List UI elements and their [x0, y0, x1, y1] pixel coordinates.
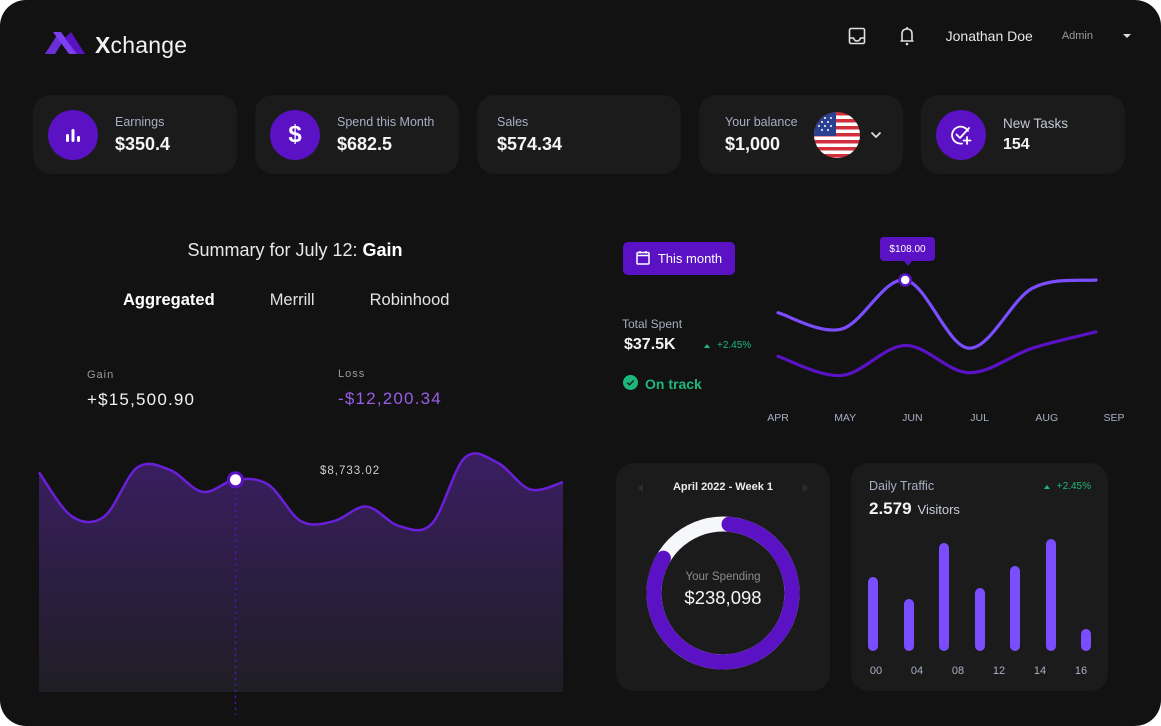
donut-spent-segment: [646, 516, 800, 670]
stat-value: $574.34: [497, 133, 563, 154]
prev-week-icon[interactable]: [638, 484, 643, 492]
stat-card-balance[interactable]: Your balance $1,000: [699, 95, 903, 174]
traffic-bar[interactable]: [1081, 628, 1091, 651]
account-tabs: Aggregated Merrill Robinhood: [123, 291, 449, 310]
spending-donut-chart: [646, 516, 800, 670]
user-menu-dropdown-icon[interactable]: [1123, 34, 1131, 38]
stat-label: Your balance: [725, 114, 798, 129]
stat-label: Earnings: [115, 114, 165, 129]
traffic-bar[interactable]: [974, 588, 985, 651]
status-on-track: On track: [623, 375, 702, 393]
traffic-bar[interactable]: [903, 599, 914, 651]
x-tick-label: JUN: [902, 412, 923, 424]
stat-label: Sales: [497, 114, 529, 129]
gain-value: +$15,500.90: [87, 390, 196, 409]
x-tick-label: JUL: [970, 412, 989, 424]
total-spent-delta: +2.45%: [704, 340, 751, 351]
stat-value: $1,000: [725, 133, 781, 154]
area-chart-tooltip: $8,733.02: [320, 465, 381, 477]
highlight-point[interactable]: [898, 273, 912, 287]
stat-value: $350.4: [115, 133, 171, 154]
visitor-count: 2.579: [869, 499, 912, 518]
app-name: Xchange: [95, 32, 188, 58]
visitor-unit: Visitors: [917, 502, 960, 517]
x-tick-label: 08: [951, 665, 965, 677]
user-name[interactable]: Jonathan Doe: [945, 28, 1033, 44]
line-series-2: [776, 330, 1098, 378]
inbox-icon[interactable]: [846, 25, 868, 47]
tab-aggregated[interactable]: Aggregated: [123, 291, 215, 309]
donut-center: Your Spending $238,098: [616, 571, 830, 609]
line-chart-tooltip: $108.00: [880, 237, 935, 266]
summary-title: Summary for July 12: Gain: [187, 240, 403, 260]
x-tick-label: 14: [1033, 665, 1047, 677]
check-circle-icon: [623, 375, 638, 393]
delta-value: +2.45%: [1056, 481, 1091, 492]
week-title: April 2022 - Week 1: [672, 481, 774, 493]
bell-icon[interactable]: [896, 25, 918, 47]
stat-value: $682.5: [337, 133, 393, 154]
trend-up-icon: [704, 343, 710, 348]
calendar-icon: [636, 250, 650, 268]
total-spent-value: $37.5K: [624, 336, 676, 353]
area-fill: [39, 453, 563, 692]
area-line: [38, 452, 564, 532]
gain-area-chart[interactable]: [38, 440, 566, 720]
total-spent-label: Total Spent: [622, 317, 683, 331]
trend-up-icon: [1043, 484, 1050, 489]
spending-card: April 2022 - Week 1 Your Spending $238,0…: [616, 463, 830, 691]
bar-chart-icon: [48, 109, 98, 160]
currency-chevron-down-icon[interactable]: [870, 126, 882, 144]
traffic-bar[interactable]: [939, 543, 949, 651]
traffic-bar[interactable]: [1010, 565, 1020, 651]
app-logo[interactable]: Xchange: [43, 30, 187, 61]
delta-value: +2.45%: [717, 340, 752, 351]
x-tick-label: 12: [992, 665, 1006, 677]
top-bar: Jonathan Doe Admin: [846, 24, 1131, 48]
spending-value: $238,098: [684, 587, 762, 608]
period-select-button[interactable]: This month: [623, 242, 735, 275]
x-tick-label: SEP: [1103, 412, 1125, 424]
spending-label: Your Spending: [685, 571, 761, 583]
traffic-delta: +2.45%: [1043, 481, 1091, 492]
x-tick-label: 04: [910, 665, 924, 677]
traffic-bar[interactable]: [1045, 539, 1056, 651]
stat-card-sales[interactable]: Sales $574.34: [477, 95, 681, 174]
period-label: This month: [657, 251, 723, 266]
task-add-icon: [936, 109, 986, 160]
status-text: On track: [645, 376, 702, 392]
x-tick-label: AUG: [1035, 412, 1059, 424]
tab-merrill[interactable]: Merrill: [269, 291, 315, 309]
x-tick-label: 16: [1074, 665, 1088, 677]
traffic-title: Daily Traffic: [869, 479, 935, 493]
line-series-1: [776, 278, 1098, 350]
loss-label: Loss: [338, 368, 366, 380]
stat-card-spend[interactable]: $ Spend this Month $682.5: [255, 95, 459, 174]
stat-card-earnings[interactable]: Earnings $350.4: [33, 95, 237, 174]
us-flag-icon[interactable]: [813, 111, 860, 158]
stat-label: New Tasks: [1003, 115, 1069, 131]
loss-value: -$12,200.34: [338, 389, 442, 408]
x-tick-label: APR: [767, 412, 789, 424]
x-tick-label: MAY: [834, 412, 857, 424]
stat-card-new-tasks[interactable]: New Tasks 154: [921, 95, 1125, 174]
traffic-bar[interactable]: [868, 577, 878, 651]
x-tick-label: 00: [869, 665, 883, 677]
gain-label: Gain: [87, 369, 115, 381]
xchange-logo-icon: [43, 30, 85, 61]
spent-line-chart[interactable]: [776, 250, 1102, 400]
user-role: Admin: [1061, 30, 1093, 42]
highlight-point[interactable]: [227, 471, 244, 489]
stat-label: Spend this Month: [337, 114, 435, 129]
tab-robinhood[interactable]: Robinhood: [369, 291, 450, 309]
stat-value: 154: [1003, 135, 1030, 153]
next-week-icon[interactable]: [803, 484, 808, 492]
dollar-icon: $: [270, 109, 320, 160]
traffic-value: 2.579 Visitors: [869, 499, 960, 519]
daily-traffic-card: Daily Traffic +2.45% 2.579 Visitors 00 04…: [851, 463, 1108, 691]
